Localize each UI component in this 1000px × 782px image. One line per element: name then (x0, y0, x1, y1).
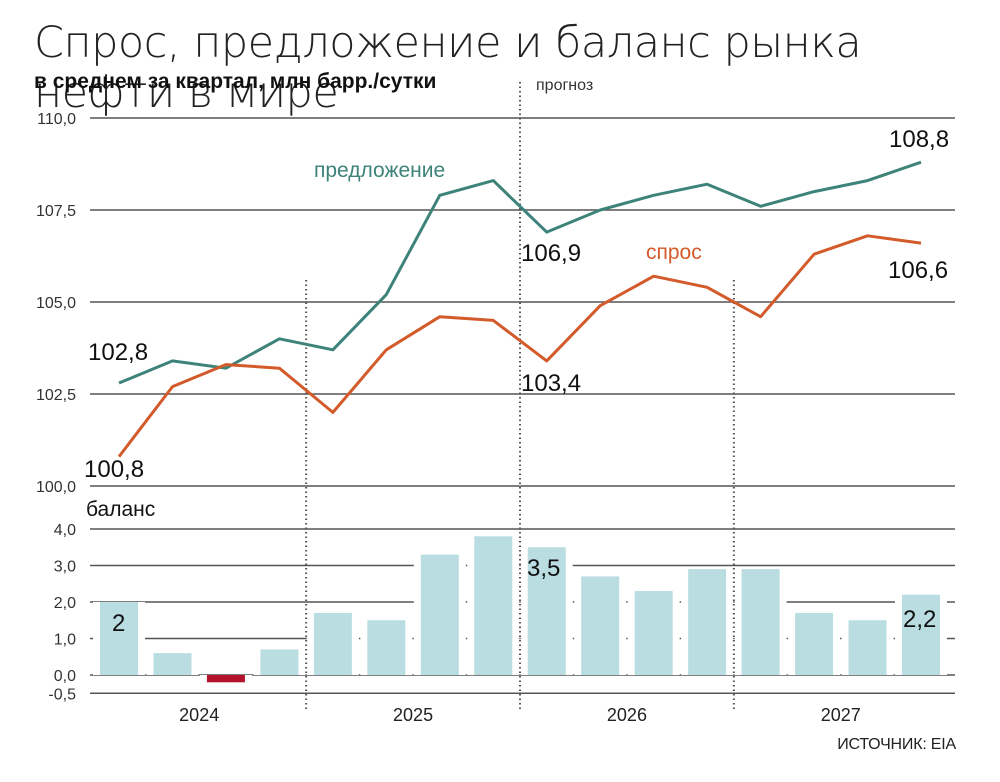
balance-bar (153, 653, 192, 675)
balance-bar (848, 620, 887, 675)
supply-start-value: 102,8 (88, 339, 148, 366)
balance-mid-value: 3,5 (527, 555, 560, 582)
balance-bar (795, 612, 834, 675)
supply-mid-value: 106,9 (521, 240, 581, 267)
year-dividers (305, 82, 735, 712)
supply-end-value: 108,8 (889, 126, 949, 153)
balance-bar (581, 576, 620, 675)
balance-bar (902, 594, 940, 675)
balance-bar (420, 554, 459, 675)
year-label: 2026 (607, 705, 647, 725)
balance-bar (313, 612, 352, 675)
year-label: 2025 (393, 705, 433, 725)
balance-bar (260, 649, 299, 675)
x-axis-year-labels: 2024 2025 2026 2027 (179, 705, 861, 725)
y-tick-label: 100,0 (36, 479, 76, 496)
y-tick-label: 107,5 (36, 203, 76, 220)
balance-bar (688, 569, 727, 675)
balance-first-value: 2 (112, 610, 125, 637)
y-tick-label: 105,0 (36, 295, 76, 312)
forecast-label: прогноз (536, 77, 594, 94)
chart-subtitle: в среднем за квартал, млн барр./сутки (34, 70, 437, 93)
balance-bar (100, 602, 138, 675)
y-tick-label: 2,0 (54, 595, 76, 612)
y-tick-label: 4,0 (54, 522, 76, 539)
balance-last-value: 2,2 (903, 606, 936, 633)
year-label: 2027 (821, 705, 861, 725)
demand-line (117, 234, 922, 458)
y-tick-label: 0,0 (54, 668, 76, 685)
y-tick-label: 110,0 (37, 111, 76, 128)
y-tick-label: 3,0 (54, 559, 76, 576)
balance-bar (527, 547, 566, 675)
balance-title: баланс (86, 498, 155, 521)
balance-bar (474, 536, 513, 675)
demand-series-label: спрос (646, 241, 702, 264)
year-label: 2024 (179, 705, 219, 725)
balance-bar (634, 591, 673, 675)
demand-start-value: 100,8 (84, 456, 144, 483)
source-note: ИСТОЧНИК: EIA (837, 736, 956, 753)
balance-bar (741, 569, 780, 675)
supply-line (118, 160, 922, 385)
supply-series-label: предложение (314, 159, 445, 182)
y-tick-label: -0,5 (48, 686, 76, 703)
line-chart-gridlines: 100,0 102,5 105,0 107,5 110,0 (36, 111, 955, 496)
balance-bar (367, 620, 406, 675)
y-tick-label: 1,0 (54, 632, 76, 649)
chart-title: Спрос, предложение и баланс рынка нефти … (34, 18, 862, 118)
demand-end-value: 106,6 (888, 257, 948, 284)
balance-bars (93, 536, 947, 683)
balance-bar (206, 675, 245, 683)
demand-mid-value: 103,4 (521, 370, 581, 397)
y-tick-label: 102,5 (36, 387, 76, 404)
